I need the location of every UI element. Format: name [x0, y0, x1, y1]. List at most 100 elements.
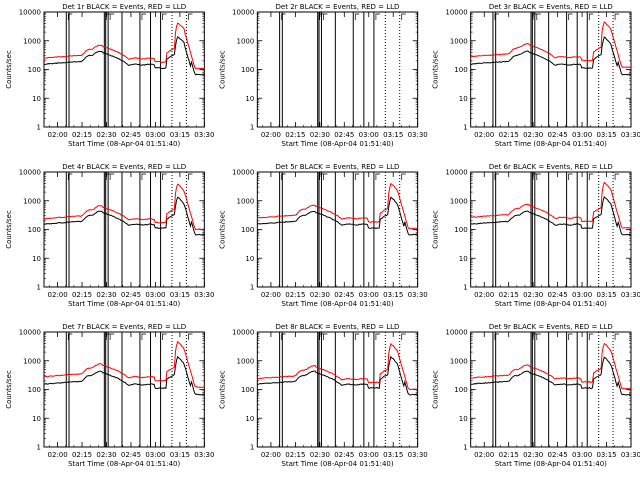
x-tick-label: 02:15 [72, 451, 92, 459]
y-tick-label: 1 [37, 124, 41, 132]
y-tick-label: 100 [454, 66, 467, 74]
detector-panel-2: Det 2r BLACK = Events, RED = LLD 1 10 100 10… [218, 3, 427, 148]
panel-title: Det 3r BLACK = Events, RED = LLD [489, 3, 613, 11]
y-tick-label: 100 [241, 226, 254, 234]
y-tick-label: 100 [241, 386, 254, 394]
y-tick-label: 1000 [23, 197, 41, 205]
interval-bracket [401, 13, 406, 20]
y-axis-label: Counts/sec [218, 50, 226, 89]
x-tick-label: 02:15 [72, 291, 92, 299]
x-tick-label: 03:30 [194, 451, 214, 459]
y-tick-label: 10 [32, 255, 41, 263]
x-tick-label: 02:00 [47, 451, 67, 459]
x-tick-label: 02:45 [121, 131, 141, 139]
y-tick-label: 10000 [19, 169, 41, 177]
interval-bracket [588, 333, 594, 340]
y-tick-label: 1 [463, 444, 467, 452]
x-tick-label: 02:30 [310, 291, 330, 299]
interval-bracket [536, 13, 541, 20]
interval-bracket [281, 333, 286, 340]
x-tick-label: 02:45 [121, 451, 141, 459]
y-axis-label: Counts/sec [218, 370, 226, 409]
y-tick-label: 10 [459, 95, 468, 103]
x-tick-label: 03:15 [170, 131, 190, 139]
detector-panel-8: Det 8r BLACK = Events, RED = LLD 1 10 100 10… [218, 323, 427, 468]
series-line-events [43, 36, 205, 76]
interval-bracket [319, 13, 324, 20]
detector-panel-3: Det 3r BLACK = Events, RED = LLD 1 10 100 10… [432, 3, 640, 148]
series-line-events [257, 355, 418, 396]
x-tick-label: 02:45 [334, 291, 354, 299]
x-tick-label: 03:00 [572, 131, 592, 139]
y-tick-label: 1000 [237, 197, 255, 205]
interval-bracket [568, 333, 573, 340]
x-tick-label: 02:45 [548, 291, 568, 299]
plot-frame [470, 331, 632, 448]
x-axis-label: Start Time (08-Apr-04 01:51:40) [495, 300, 607, 308]
y-axis-label: Counts/sec [5, 210, 13, 249]
x-tick-label: 02:15 [499, 131, 519, 139]
interval-bracket [141, 173, 146, 180]
x-tick-label: 02:30 [523, 451, 543, 459]
y-tick-label: 10000 [232, 329, 254, 337]
x-tick-label: 03:00 [145, 451, 165, 459]
x-tick-label: 02:45 [334, 131, 354, 139]
x-axis-label: Start Time (08-Apr-04 01:51:40) [281, 140, 393, 148]
x-tick-label: 03:15 [383, 451, 403, 459]
y-axis-label: Counts/sec [432, 370, 440, 409]
interval-bracket [588, 13, 594, 20]
x-tick-label: 02:00 [261, 291, 281, 299]
y-axis-label: Counts/sec [432, 210, 440, 249]
interval-bracket [354, 173, 360, 180]
x-tick-label: 03:30 [621, 131, 640, 139]
detector-panel-9: Det 9r BLACK = Events, RED = LLD 1 10 100 10… [432, 323, 640, 468]
x-tick-label: 02:45 [121, 291, 141, 299]
x-tick-label: 02:15 [285, 451, 305, 459]
x-axis-label: Start Time (08-Apr-04 01:51:40) [68, 140, 180, 148]
interval-bracket [323, 13, 328, 20]
x-axis-label: Start Time (08-Apr-04 01:51:40) [68, 460, 180, 468]
y-tick-label: 10 [32, 415, 41, 423]
interval-bracket [188, 13, 193, 20]
x-tick-label: 03:30 [621, 291, 640, 299]
y-axis-label: Counts/sec [432, 50, 440, 89]
interval-bracket [532, 333, 537, 340]
x-axis-label: Start Time (08-Apr-04 01:51:40) [68, 300, 180, 308]
y-tick-label: 10000 [232, 169, 254, 177]
x-tick-label: 03:15 [170, 291, 190, 299]
panel-title: Det 8r BLACK = Events, RED = LLD [276, 323, 400, 331]
interval-bracket [109, 13, 115, 20]
interval-bracket [375, 13, 380, 20]
interval-bracket [614, 333, 620, 340]
interval-bracket [162, 13, 167, 20]
interval-bracket [323, 333, 328, 340]
interval-bracket [319, 333, 324, 340]
x-tick-label: 02:15 [499, 451, 519, 459]
plot-frame [256, 331, 419, 448]
x-tick-label: 02:00 [47, 131, 67, 139]
y-tick-label: 1000 [23, 357, 41, 365]
series-line-events [43, 355, 205, 396]
interval-bracket [614, 173, 620, 180]
y-tick-label: 100 [454, 386, 467, 394]
y-tick-label: 1000 [237, 37, 255, 45]
detector-panel-4: Det 4r BLACK = Events, RED = LLD 1 10 100 10… [5, 163, 214, 308]
panel-title: Det 7r BLACK = Events, RED = LLD [62, 323, 186, 331]
panel-title: Det 2r BLACK = Events, RED = LLD [276, 3, 400, 11]
y-tick-label: 10000 [19, 329, 41, 337]
x-tick-label: 03:00 [145, 291, 165, 299]
x-tick-label: 02:00 [261, 131, 281, 139]
detector-panel-7: Det 7r BLACK = Events, RED = LLD 1 10 100 10… [5, 323, 214, 468]
series-line-events [43, 196, 205, 236]
series-line-lld [43, 22, 205, 70]
plot-frame [256, 171, 419, 288]
series-line-lld [470, 181, 632, 229]
y-axis-label: Counts/sec [5, 370, 13, 409]
x-tick-label: 03:00 [572, 291, 592, 299]
x-tick-label: 03:30 [408, 291, 428, 299]
panel-title: Det 5r BLACK = Events, RED = LLD [276, 163, 400, 171]
interval-bracket [162, 333, 167, 340]
interval-bracket [109, 173, 115, 180]
interval-bracket [401, 173, 406, 180]
x-tick-label: 02:30 [310, 131, 330, 139]
